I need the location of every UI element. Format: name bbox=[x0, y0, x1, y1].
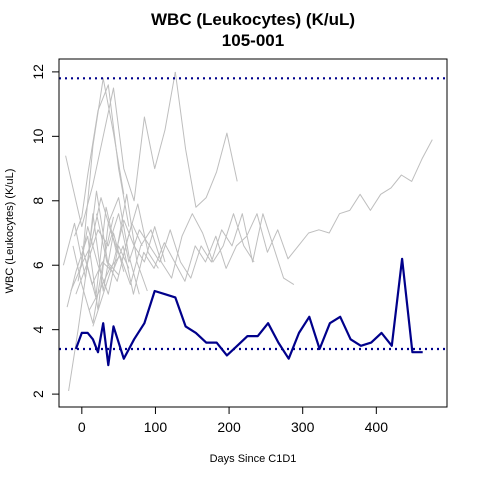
highlight-series-line bbox=[74, 257, 423, 367]
background-series-line bbox=[62, 190, 119, 279]
x-tick-label: 0 bbox=[78, 419, 86, 435]
background-series-line bbox=[96, 203, 159, 282]
chart-subtitle: 105-001 bbox=[222, 31, 284, 50]
background-series-line bbox=[65, 71, 176, 228]
background-series-line bbox=[74, 84, 130, 237]
x-tick-label: 200 bbox=[217, 419, 241, 435]
series-layer bbox=[62, 71, 433, 391]
y-tick-label: 6 bbox=[30, 261, 46, 269]
y-tick-label: 4 bbox=[30, 326, 46, 334]
x-tick-label: 100 bbox=[144, 419, 168, 435]
background-series-line bbox=[77, 226, 130, 295]
chart-title: WBC (Leukocytes) (K/uL) bbox=[151, 10, 355, 29]
x-axis-label: Days Since C1D1 bbox=[210, 453, 297, 465]
axes: 0 100 200 300 400 2 4 6 8 10 12 bbox=[30, 58, 448, 435]
y-tick-label: 2 bbox=[30, 390, 46, 398]
background-series-line bbox=[81, 139, 433, 295]
background-series-line bbox=[88, 213, 255, 311]
y-tick-label: 12 bbox=[30, 64, 46, 80]
background-series-line bbox=[72, 216, 114, 324]
background-series-line bbox=[75, 213, 295, 295]
y-tick-label: 8 bbox=[30, 197, 46, 205]
background-series-line bbox=[68, 213, 125, 391]
y-axis-label: WBC (Leukocytes) (K/uL) bbox=[4, 169, 16, 294]
background-series-line bbox=[174, 71, 238, 208]
y-tick-label: 10 bbox=[30, 128, 46, 144]
x-tick-label: 400 bbox=[365, 419, 389, 435]
x-tick-label: 300 bbox=[291, 419, 315, 435]
